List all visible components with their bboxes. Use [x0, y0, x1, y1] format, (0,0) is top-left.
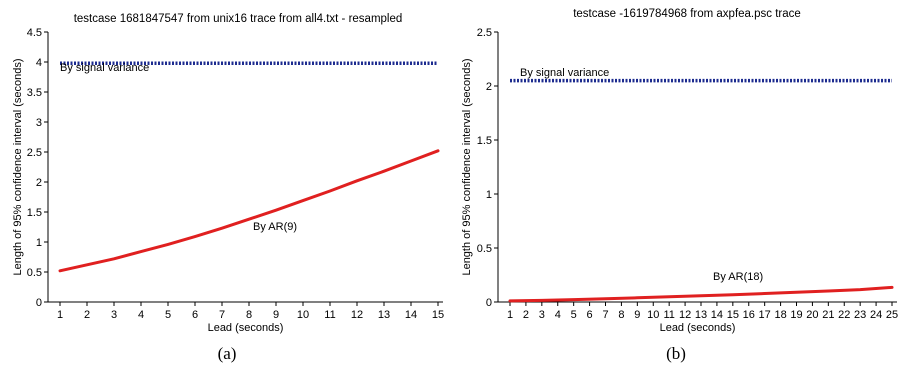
chart-a: testcase 1681847547 from unix16 trace fr… [12, 13, 444, 363]
x-tick-label: 15 [727, 309, 739, 321]
x-tick-label: 5 [165, 309, 171, 321]
y-axis-label: Length of 95% confidence interval (secon… [461, 58, 473, 275]
y-tick-label: 1 [36, 237, 42, 249]
x-tick-label: 2 [523, 309, 529, 321]
series-label: By signal variance [60, 62, 149, 74]
y-tick-label: 4 [36, 57, 42, 69]
chart-title: testcase -1619784968 from axpfea.psc tra… [573, 8, 801, 20]
x-tick-label: 10 [297, 309, 309, 321]
y-tick-label: 1.5 [477, 135, 492, 147]
y-tick-label: 0.5 [27, 267, 42, 279]
y-tick-label: 0.5 [477, 243, 492, 255]
x-tick-label: 3 [539, 309, 545, 321]
y-tick-label: 2.5 [27, 147, 42, 159]
x-tick-label: 1 [507, 309, 513, 321]
x-tick-label: 7 [219, 309, 225, 321]
x-tick-label: 9 [273, 309, 279, 321]
x-tick-label: 11 [324, 309, 335, 321]
y-tick-label: 2.5 [477, 27, 492, 39]
x-tick-label: 2 [84, 309, 90, 321]
y-tick-label: 1 [486, 189, 492, 201]
x-tick-label: 10 [647, 309, 659, 321]
x-axis-label: Lead (seconds) [208, 322, 284, 334]
x-tick-label: 12 [351, 309, 363, 321]
x-tick-label: 6 [192, 309, 198, 321]
x-tick-label: 13 [378, 309, 390, 321]
series-line-ar-model [58, 149, 440, 273]
y-tick-label: 0 [36, 297, 42, 309]
x-tick-label: 7 [602, 309, 608, 321]
y-tick-label: 1.5 [27, 207, 42, 219]
figure-caption: (a) [218, 344, 237, 363]
x-axis-label: Lead (seconds) [660, 322, 736, 334]
y-tick-label: 3.5 [27, 87, 42, 99]
x-tick-label: 16 [743, 309, 755, 321]
series-line-ar-model [508, 285, 894, 303]
x-tick-label: 6 [587, 309, 593, 321]
x-tick-label: 8 [246, 309, 252, 321]
x-tick-label: 9 [634, 309, 640, 321]
x-tick-label: 21 [822, 309, 834, 321]
x-tick-label: 14 [405, 309, 417, 321]
x-tick-label: 22 [838, 309, 850, 321]
y-axis-label: Length of 95% confidence interval (secon… [12, 58, 24, 275]
y-tick-label: 3 [36, 117, 42, 129]
x-tick-label: 23 [854, 309, 866, 321]
chart-title: testcase 1681847547 from unix16 trace fr… [74, 13, 403, 25]
x-tick-label: 25 [886, 309, 898, 321]
y-tick-label: 2 [36, 177, 42, 189]
series-label: By signal variance [520, 67, 609, 79]
x-tick-label: 4 [555, 309, 561, 321]
x-tick-label: 1 [57, 309, 63, 321]
y-tick-label: 0 [486, 297, 492, 309]
figure-caption: (b) [666, 344, 686, 363]
x-tick-label: 19 [790, 309, 802, 321]
x-tick-label: 12 [679, 309, 691, 321]
x-tick-label: 4 [138, 309, 144, 321]
x-tick-label: 20 [806, 309, 818, 321]
x-tick-label: 14 [711, 309, 723, 321]
x-tick-label: 15 [432, 309, 444, 321]
x-tick-label: 5 [571, 309, 577, 321]
x-tick-label: 8 [618, 309, 624, 321]
series-label: By AR(18) [713, 271, 763, 283]
x-tick-label: 17 [759, 309, 771, 321]
x-tick-label: 3 [111, 309, 117, 321]
y-tick-label: 2 [486, 81, 492, 93]
x-tick-label: 11 [663, 309, 674, 321]
x-tick-label: 24 [870, 309, 882, 321]
x-tick-label: 18 [774, 309, 786, 321]
y-tick-label: 4.5 [27, 27, 42, 39]
x-tick-label: 13 [695, 309, 707, 321]
series-label: By AR(9) [253, 221, 297, 233]
chart-b: testcase -1619784968 from axpfea.psc tra… [461, 8, 898, 363]
